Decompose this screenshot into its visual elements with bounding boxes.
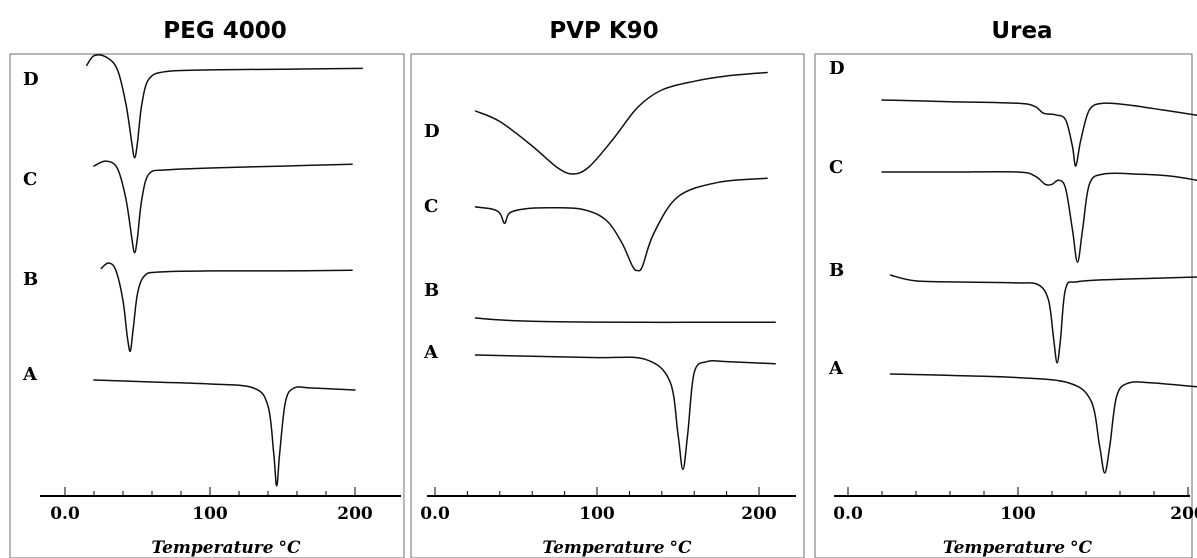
trace-D — [881, 99, 1197, 167]
x-tick-label: 0.0 — [833, 504, 863, 524]
curve-label-D: D — [829, 58, 845, 79]
panel-pvpk90: PVP K90 0.0 100 200 Temperature °C D C B A — [410, 18, 805, 558]
x-tick-label: 0.0 — [420, 504, 450, 524]
curve-label-C: C — [424, 196, 438, 217]
curve-label-C: C — [23, 169, 37, 190]
x-tick-label: 0.0 — [50, 504, 80, 524]
panel-title: Urea — [991, 18, 1052, 44]
panel-frame — [410, 53, 805, 558]
trace-C — [474, 177, 768, 272]
curve-label-C: C — [829, 157, 843, 178]
panel-frame — [9, 53, 405, 558]
curve-label-B: B — [829, 260, 844, 281]
panel-urea: Urea 0.0 100 200 Temperature°C D C B A — [814, 18, 1197, 558]
curve-label-A: A — [423, 342, 439, 363]
curve-label-B: B — [424, 280, 439, 301]
trace-D — [86, 54, 364, 159]
curve-label-A: A — [22, 364, 38, 385]
x-axis-unit: °C — [279, 538, 302, 558]
curve-label-D: D — [23, 69, 39, 90]
trace-D — [474, 71, 768, 175]
panel-title: PVP K90 — [549, 18, 658, 44]
x-tick-label: 100 — [192, 504, 228, 524]
trace-B — [100, 262, 353, 353]
x-axis-title: Temperature — [542, 538, 664, 558]
curve-label-A: A — [828, 358, 844, 379]
curve-label-B: B — [23, 269, 38, 290]
trace-B — [474, 317, 776, 324]
trace-A — [474, 354, 776, 471]
trace-A — [93, 379, 356, 487]
x-tick-label: 100 — [1000, 504, 1036, 524]
panel-title: PEG 4000 — [163, 18, 286, 44]
panel-peg4000: PEG 4000 0.0 100 200 Temperature °C D C B A — [9, 18, 405, 558]
x-axis-unit: °C — [670, 538, 693, 558]
x-tick-label: 100 — [579, 504, 615, 524]
panel-frame — [814, 53, 1193, 558]
x-tick-label: 200 — [1170, 504, 1197, 524]
trace-C — [93, 160, 353, 254]
x-axis-title: Temperature — [151, 538, 273, 558]
trace-A — [889, 373, 1197, 474]
curve-label-D: D — [424, 121, 440, 142]
trace-B — [889, 274, 1197, 364]
trace-C — [881, 170, 1197, 263]
x-axis-title: Temperature — [943, 538, 1065, 558]
x-tick-label: 200 — [337, 504, 373, 524]
x-tick-label: 200 — [741, 504, 777, 524]
x-axis-unit: °C — [1070, 538, 1093, 558]
